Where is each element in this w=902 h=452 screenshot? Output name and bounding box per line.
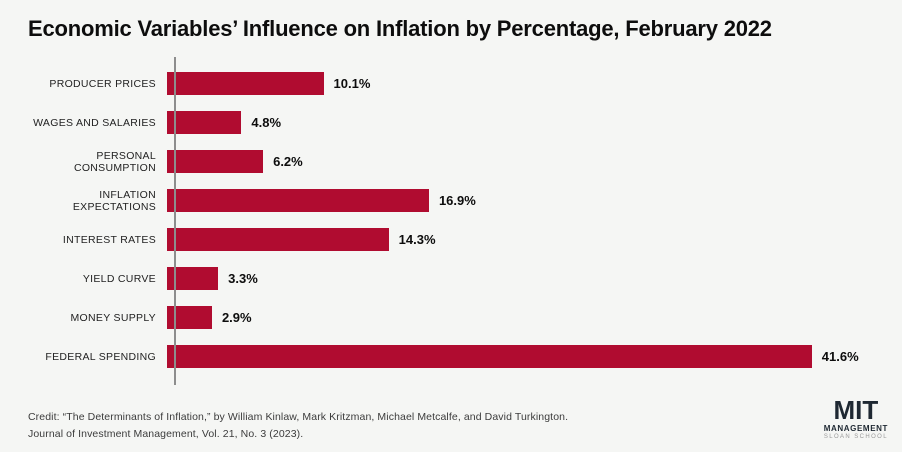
bar-row: MONEY SUPPLY 2.9% (28, 298, 888, 337)
bar-chart: PRODUCER PRICES 10.1% WAGES AND SALARIES 4.… (28, 57, 888, 386)
bar-area: 2.9% (165, 306, 888, 330)
value-label: 6.2% (273, 154, 303, 170)
mit-sloan-logo: MIT MANAGEMENT SLOAN SCHOOL (823, 394, 888, 442)
value-label: 3.3% (228, 271, 258, 287)
bar-rows: PRODUCER PRICES 10.1% WAGES AND SALARIES 4.… (28, 64, 888, 376)
value-label: 14.3% (398, 232, 436, 248)
bar-row: PERSONAL CONSUMPTION 6.2% (28, 142, 888, 181)
mit-logo-management-label: MANAGEMENT (823, 424, 888, 433)
footer: Credit: “The Determinants of Inflation,”… (28, 394, 888, 442)
value-label: 16.9% (438, 193, 476, 209)
value-label: 2.9% (221, 310, 252, 326)
category-label: YIELD CURVE (82, 272, 156, 285)
category-label: PRODUCER PRICES (49, 77, 156, 90)
bar-area: 41.6% (165, 345, 888, 369)
bar (167, 306, 212, 330)
bar (167, 72, 324, 96)
credit-text: Credit: “The Determinants of Inflation,”… (28, 409, 568, 442)
category-label: MONEY SUPPLY (70, 311, 156, 324)
bar-row: FEDERAL SPENDING 41.6% (28, 337, 888, 376)
bar-area: 6.2% (165, 150, 888, 174)
bar-row: INTEREST RATES 14.3% (28, 220, 888, 259)
value-label: 4.8% (251, 115, 282, 131)
category-label: WAGES AND SALARIES (33, 116, 156, 129)
bar-area: 3.3% (165, 267, 888, 291)
category-label: INFLATION EXPECTATIONS (72, 188, 156, 213)
bar-row: WAGES AND SALARIES 4.8% (28, 103, 888, 142)
bar (167, 189, 429, 213)
credit-line-2: Journal of Investment Management, Vol. 2… (28, 427, 304, 440)
category-label: PERSONAL CONSUMPTION (73, 149, 156, 174)
bar-row: YIELD CURVE 3.3% (28, 259, 888, 298)
bar (167, 267, 219, 291)
bar-area: 14.3% (165, 228, 888, 252)
bar (167, 111, 242, 135)
bar (167, 228, 389, 252)
value-label: 41.6% (821, 349, 859, 365)
credit-line-1: Credit: “The Determinants of Inflation,”… (28, 411, 569, 424)
bar-area: 4.8% (165, 111, 888, 135)
category-label: INTEREST RATES (62, 233, 156, 246)
bar (167, 150, 264, 174)
chart-title: Economic Variables’ Influence on Inflati… (28, 16, 772, 41)
y-axis-line (174, 57, 176, 386)
value-label: 10.1% (333, 76, 371, 92)
bar (167, 345, 812, 369)
category-label: FEDERAL SPENDING (45, 350, 156, 363)
bar-row: INFLATION EXPECTATIONS 16.9% (28, 181, 888, 220)
bar-row: PRODUCER PRICES 10.1% (28, 64, 888, 103)
mit-logo-wordmark: MIT (833, 394, 879, 425)
bar-area: 10.1% (165, 72, 888, 96)
mit-logo-school-label: SLOAN SCHOOL (823, 434, 888, 440)
bar-area: 16.9% (165, 189, 888, 213)
